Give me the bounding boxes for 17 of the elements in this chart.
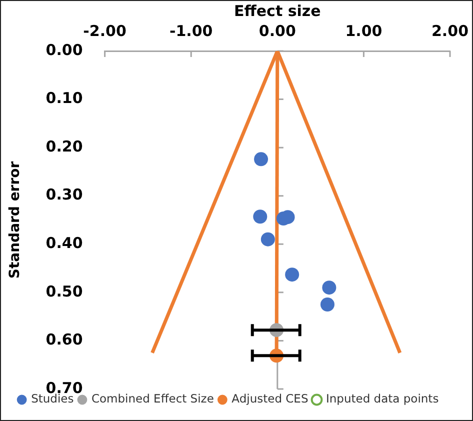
x-tick-label: 1.00 [345, 22, 382, 40]
x-tick-label: 0.00 [258, 22, 296, 40]
y-tick-label: 0.30 [46, 186, 83, 204]
y-tick-label: 0.20 [46, 137, 83, 156]
x-axis-title: Effect size [234, 2, 321, 20]
legend-label: Adjusted CES [232, 392, 308, 406]
y-tick-label: 0.60 [46, 330, 83, 349]
x-tick-label: -1.00 [169, 22, 213, 40]
x-tick-label: -2.00 [83, 22, 126, 40]
y-tick-label: 0.50 [46, 282, 83, 300]
y-tick-label: 0.00 [46, 40, 83, 59]
y-axis-title: Standard error [7, 161, 24, 279]
x-tick-label: 2.00 [431, 22, 469, 40]
y-tick-label: 0.10 [46, 89, 83, 108]
legend-label: Combined Effect Size [91, 392, 214, 406]
y-tick-label: 0.40 [46, 234, 83, 252]
legend-label: Inputed data points [326, 392, 439, 406]
